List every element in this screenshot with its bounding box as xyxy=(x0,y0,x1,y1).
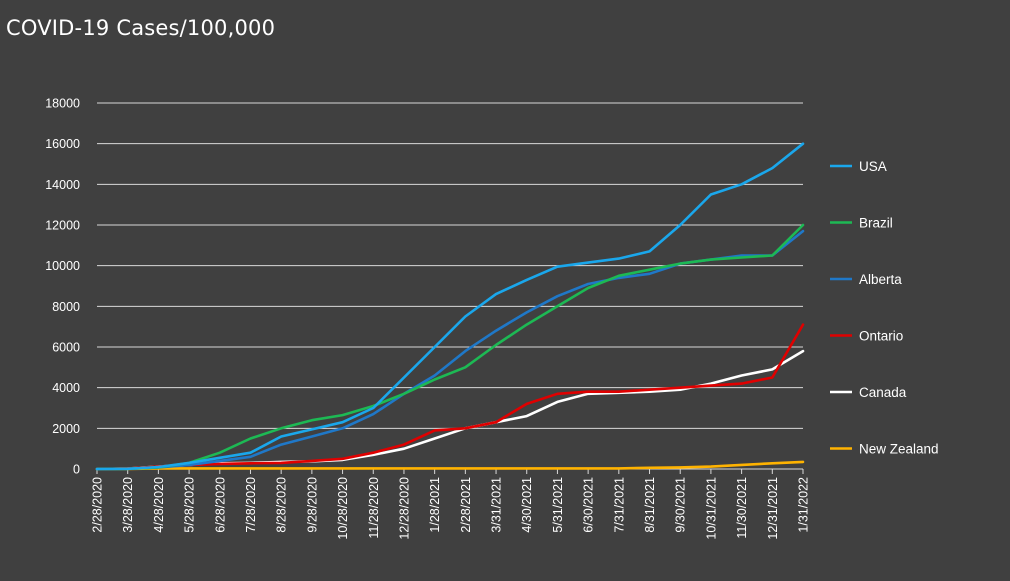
legend: USA Brazil Alberta Ontario Canada New Zealand xyxy=(830,159,939,456)
legend-label: USA xyxy=(859,159,887,174)
x-tick-label: 8/31/2021 xyxy=(643,477,657,533)
x-tick-label: 9/30/2021 xyxy=(674,477,688,533)
x-tick-label: 10/28/2020 xyxy=(336,477,350,540)
x-tick-label: 1/28/2021 xyxy=(428,477,442,533)
y-tick-label: 8000 xyxy=(52,300,80,314)
legend-label: Brazil xyxy=(859,215,893,230)
x-tick-label: 7/28/2020 xyxy=(244,477,258,533)
x-tick-label: 3/28/2020 xyxy=(121,477,135,533)
x-tick-label: 2/28/2021 xyxy=(459,477,473,533)
legend-label: New Zealand xyxy=(859,441,939,456)
series-line-new-zealand xyxy=(95,460,805,471)
series-line-usa xyxy=(95,142,805,471)
y-tick-label: 10000 xyxy=(45,259,80,273)
gridlines xyxy=(97,102,803,470)
x-tick-label: 10/31/2021 xyxy=(704,477,718,540)
x-tick-label: 11/30/2021 xyxy=(735,477,749,539)
y-tick-label: 16000 xyxy=(45,137,80,151)
y-tick-label: 14000 xyxy=(45,178,80,192)
y-tick-label: 0 xyxy=(73,463,80,477)
x-axis: 2/28/2020 3/28/2020 4/28/2020 5/28/2020 6/28… xyxy=(91,468,811,540)
x-tick-label: 5/28/2020 xyxy=(183,477,197,533)
y-tick-label: 18000 xyxy=(45,97,80,111)
y-axis: 0 2000 4000 6000 8000 10000 12000 14000 16000 180… xyxy=(45,97,80,477)
x-tick-label: 12/28/2020 xyxy=(397,477,411,540)
series-line-canada xyxy=(95,349,805,471)
series-line-brazil xyxy=(95,223,805,471)
y-tick-label: 12000 xyxy=(45,219,80,233)
x-tick-label: 4/28/2020 xyxy=(152,477,166,533)
x-tick-label: 7/31/2021 xyxy=(612,477,626,533)
y-tick-label: 4000 xyxy=(52,381,80,395)
legend-label: Ontario xyxy=(859,328,903,343)
legend-label: Alberta xyxy=(859,272,902,287)
x-tick-label: 12/31/2021 xyxy=(766,477,780,540)
chart-title: COVID-19 Cases/100,000 xyxy=(6,16,276,40)
x-tick-label: 9/28/2020 xyxy=(305,477,319,533)
series-lines xyxy=(95,142,805,471)
x-tick-label: 6/28/2020 xyxy=(213,477,227,533)
legend-label: Canada xyxy=(859,385,907,400)
x-tick-label: 11/28/2020 xyxy=(367,477,381,539)
x-tick-label: 6/30/2021 xyxy=(582,477,596,533)
x-tick-label: 8/28/2020 xyxy=(275,477,289,533)
x-tick-label: 1/31/2022 xyxy=(797,477,811,533)
series-line-ontario xyxy=(95,323,805,471)
x-tick-label: 2/28/2020 xyxy=(91,477,105,533)
x-tick-label: 5/31/2021 xyxy=(551,477,565,533)
x-tick-label: 4/30/2021 xyxy=(520,477,534,533)
y-tick-label: 2000 xyxy=(52,422,80,436)
y-tick-label: 6000 xyxy=(52,341,80,355)
x-tick-label: 3/31/2021 xyxy=(490,477,504,533)
